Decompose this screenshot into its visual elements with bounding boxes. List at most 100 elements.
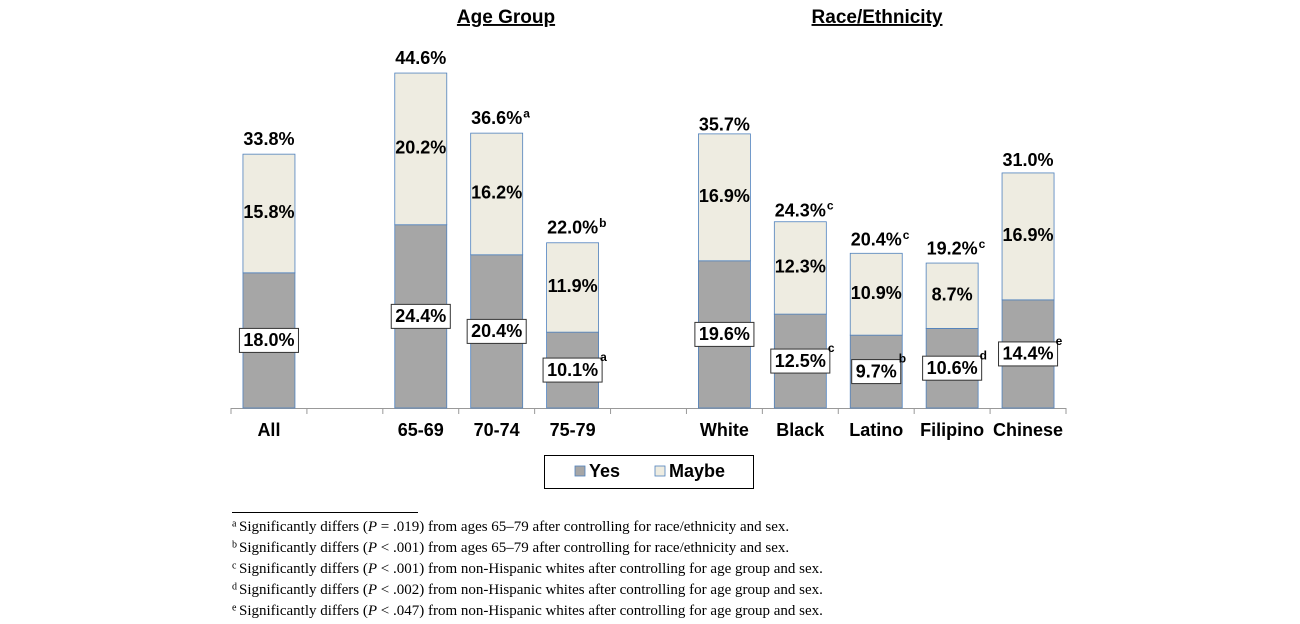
footnote-text: < .001) from non-Hispanic whites after c… bbox=[377, 561, 823, 577]
footnote: Significantly differs (P = .019) from ag… bbox=[239, 519, 789, 535]
bar-maybe bbox=[773, 221, 827, 315]
footnote-text: Significantly differs ( bbox=[239, 561, 368, 577]
footnote-marker: d bbox=[980, 348, 987, 362]
footnote-marker: e bbox=[232, 602, 237, 613]
total-label: 24.3% bbox=[775, 200, 826, 220]
value-label: 16.9% bbox=[699, 186, 750, 206]
footnote-text: Significantly differs ( bbox=[239, 519, 368, 535]
footnote-marker: a bbox=[523, 106, 530, 120]
footnote-text: Significantly differs ( bbox=[239, 603, 368, 619]
value-label-box bbox=[238, 327, 299, 353]
footnote-marker: b bbox=[899, 352, 906, 366]
footnote-marker: c bbox=[827, 199, 834, 213]
total-label: 22.0% bbox=[547, 218, 598, 238]
total-label: 35.7% bbox=[699, 115, 750, 135]
value-label-box bbox=[922, 355, 983, 381]
value-label: 8.7% bbox=[932, 284, 973, 304]
value-label-box bbox=[542, 357, 603, 383]
yes-label-group: 24.4% bbox=[390, 303, 451, 329]
legend-swatch bbox=[574, 465, 586, 477]
footnote-marker: b bbox=[232, 539, 237, 550]
footnote-text: Significantly differs ( bbox=[239, 582, 368, 598]
total-label: 20.4% bbox=[851, 230, 902, 250]
yes-label-group: 18.0% bbox=[238, 327, 299, 353]
total-label: 31.0% bbox=[1003, 150, 1054, 170]
value-label-box bbox=[694, 321, 755, 347]
value-label: 24.4% bbox=[395, 306, 446, 326]
value-label: 11.9% bbox=[548, 276, 598, 296]
value-label-box bbox=[770, 348, 831, 374]
footnote-text: < .047) from non-Hispanic whites after c… bbox=[377, 603, 823, 619]
footnote: Significantly differs (P < .002) from no… bbox=[239, 582, 823, 598]
footnote-marker: c bbox=[979, 237, 986, 251]
bar-maybe bbox=[925, 262, 979, 329]
footnote-text: P bbox=[367, 540, 377, 556]
legend-label: Yes bbox=[589, 461, 620, 481]
value-label: 16.2% bbox=[471, 183, 522, 203]
total-label: 44.6% bbox=[395, 48, 446, 68]
footnote-text: P bbox=[367, 519, 377, 535]
bar-maybe bbox=[1001, 172, 1055, 301]
value-label: 12.5% bbox=[775, 351, 826, 371]
total-label: 19.2% bbox=[927, 239, 978, 259]
value-label: 18.0% bbox=[243, 330, 294, 350]
yes-label-group: 9.7% bbox=[851, 359, 902, 385]
footnote-text: Significantly differs ( bbox=[239, 540, 368, 556]
footnote-marker: d bbox=[232, 581, 237, 592]
footnote-marker: c bbox=[828, 341, 835, 355]
total-label: 33.8% bbox=[243, 129, 294, 149]
total-label: 36.6% bbox=[471, 108, 522, 128]
yes-label-group: 12.5% bbox=[770, 348, 831, 374]
footnote-text: = .019) from ages 65–79 after controllin… bbox=[377, 519, 789, 535]
value-label: 14.4% bbox=[1003, 344, 1054, 364]
value-label-box bbox=[998, 341, 1059, 367]
bar-maybe bbox=[242, 153, 296, 274]
x-tick-label: All bbox=[257, 420, 280, 440]
group-title: Age Group bbox=[457, 7, 555, 28]
footnote: Significantly differs (P < .001) from ag… bbox=[239, 540, 789, 556]
x-tick-label: Latino bbox=[849, 420, 903, 440]
value-label-box bbox=[390, 303, 451, 329]
yes-label-group: 19.6% bbox=[694, 321, 755, 347]
footnote-text: < .002) from non-Hispanic whites after c… bbox=[377, 582, 823, 598]
legend-label: Maybe bbox=[669, 461, 725, 481]
x-tick-label: 75-79 bbox=[550, 420, 596, 440]
footnote-marker: a bbox=[232, 518, 237, 529]
x-tick-label: Filipino bbox=[920, 420, 984, 440]
footnote-marker: b bbox=[599, 216, 606, 230]
value-label: 10.6% bbox=[927, 358, 978, 378]
value-label-box bbox=[851, 359, 902, 385]
value-label: 19.6% bbox=[699, 324, 750, 344]
yes-label-group: 10.1% bbox=[542, 357, 603, 383]
value-label: 20.4% bbox=[471, 321, 522, 341]
value-label: 10.9% bbox=[851, 283, 902, 303]
footnote-text: P bbox=[367, 603, 377, 619]
footnote: Significantly differs (P < .047) from no… bbox=[239, 603, 823, 619]
yes-label-group: 20.4% bbox=[466, 318, 527, 344]
footnote-marker: c bbox=[903, 228, 910, 242]
bar-maybe bbox=[470, 132, 524, 256]
footnote-text: P bbox=[367, 561, 377, 577]
x-tick-label: Chinese bbox=[993, 420, 1063, 440]
footnote-text: P bbox=[367, 582, 377, 598]
x-tick-label: 70-74 bbox=[474, 420, 520, 440]
value-label: 10.1% bbox=[547, 360, 598, 380]
footnote-marker: a bbox=[600, 350, 607, 364]
value-label-box bbox=[466, 318, 527, 344]
group-title: Race/Ethnicity bbox=[812, 7, 943, 28]
value-label: 9.7% bbox=[856, 361, 897, 381]
x-tick-label: 65-69 bbox=[398, 420, 444, 440]
footnote: Significantly differs (P < .001) from no… bbox=[239, 561, 823, 577]
value-label: 20.2% bbox=[395, 138, 446, 158]
x-tick-label: Black bbox=[776, 420, 825, 440]
bar-maybe bbox=[394, 72, 448, 226]
bar-maybe bbox=[698, 133, 751, 262]
value-label: 16.9% bbox=[1003, 225, 1054, 245]
yes-label-group: 14.4% bbox=[998, 341, 1059, 367]
footnote-text: < .001) from ages 65–79 after controllin… bbox=[377, 540, 789, 556]
footnote-marker: c bbox=[232, 560, 237, 571]
yes-label-group: 10.6% bbox=[922, 355, 983, 381]
value-label: 15.8% bbox=[243, 202, 294, 222]
x-tick-label: White bbox=[700, 420, 749, 440]
